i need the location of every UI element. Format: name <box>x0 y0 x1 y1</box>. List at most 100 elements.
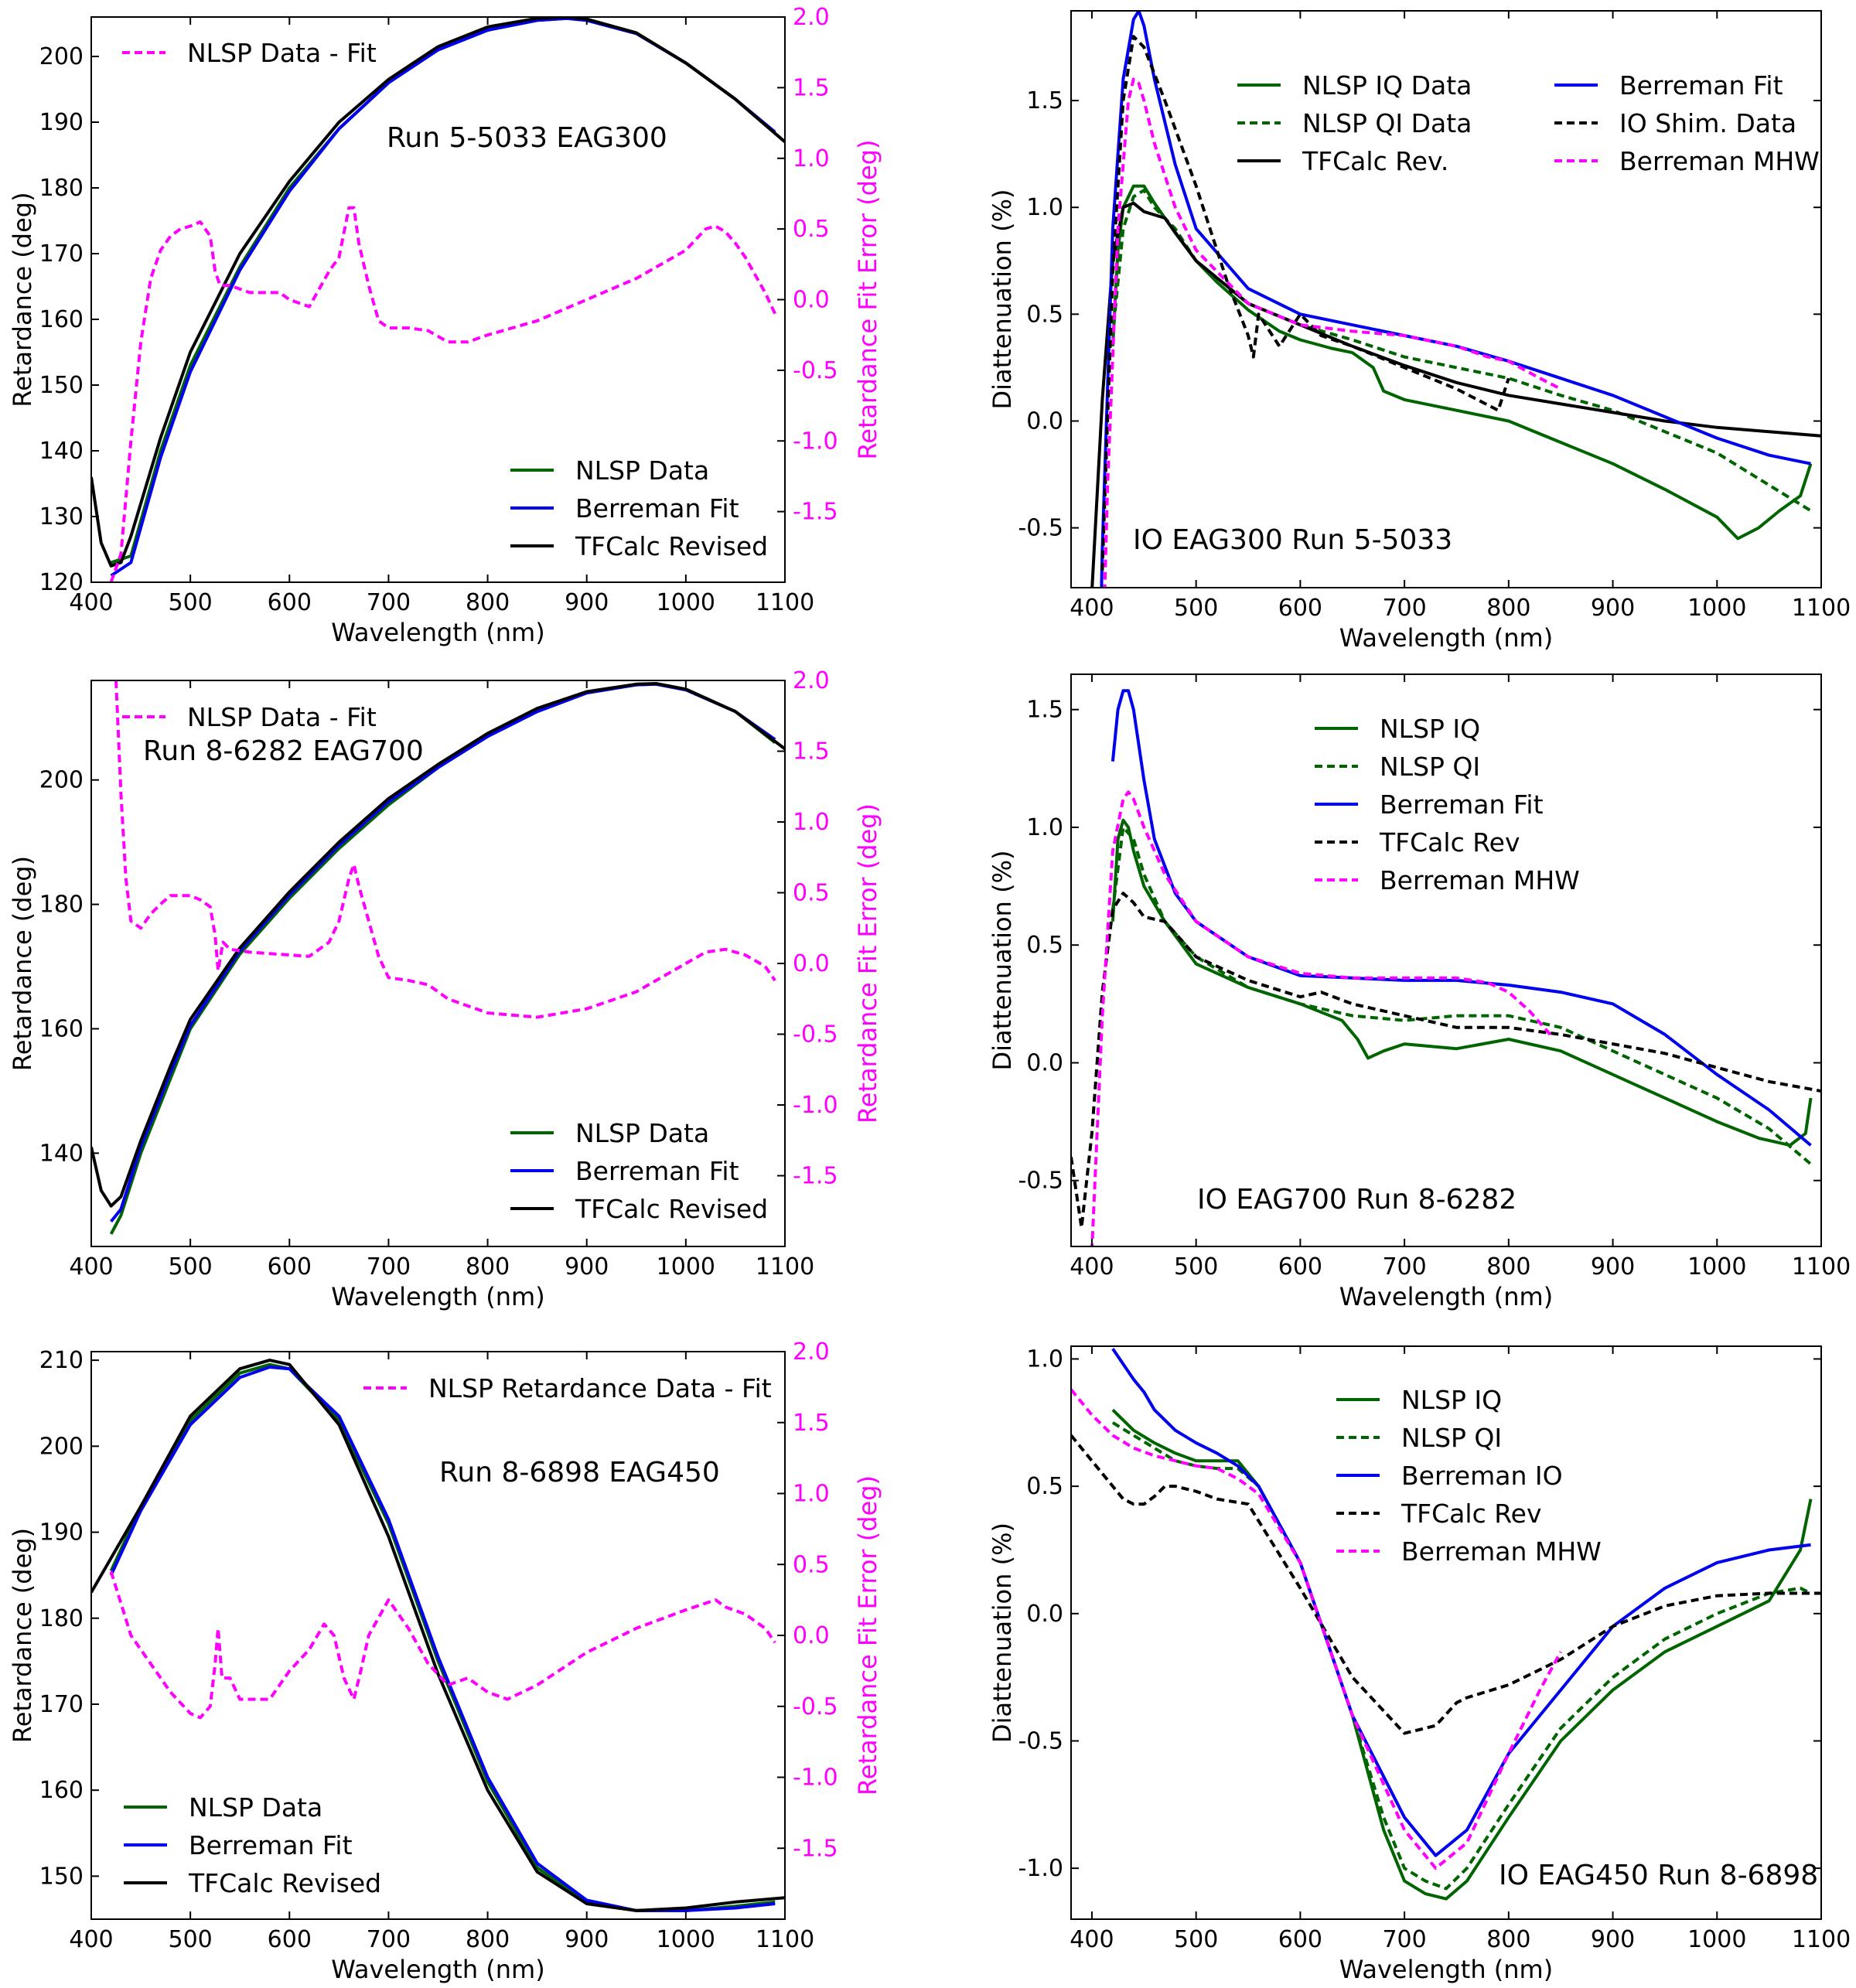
y2-tick-label: 1.5 <box>793 1410 830 1437</box>
series-line-berreman-mhw <box>1071 1388 1562 1870</box>
y-tick-label: -0.5 <box>1018 515 1063 542</box>
series-line-nlsp-qi <box>1111 1421 1812 1891</box>
series-group <box>91 680 785 1235</box>
panel-annotation: IO EAG700 Run 8-6282 <box>1197 1184 1517 1216</box>
x-tick-label: 700 <box>367 1253 411 1280</box>
legend-label: NLSP Data - Fit <box>187 702 377 732</box>
y2-tick-label: 0.5 <box>793 880 830 907</box>
y-axis-label: Diattenuation (%) <box>988 851 1017 1071</box>
legend-main: NLSP Data Berreman Fit TFCalc Revised <box>124 1792 381 1898</box>
legend-label: NLSP Data <box>575 1118 709 1148</box>
x-tick-label: 500 <box>169 1926 213 1953</box>
panels: 400 500 600 700 800 900 1000 1100 120 130 140 150 16… <box>8 4 1851 1984</box>
y-tick-label: 160 <box>39 1015 84 1042</box>
legend-label: Berreman MHW <box>1401 1536 1602 1567</box>
series-line-berreman-mhw <box>1090 790 1552 1246</box>
chart-panel-3: 400 500 600 700 800 900 1000 1100 140 160 180 200 -1… <box>8 667 882 1311</box>
x-tick-label: 500 <box>1174 595 1218 622</box>
chart-panel-1: 400 500 600 700 800 900 1000 1100 120 130 140 150 16… <box>8 4 882 647</box>
y-tick-label: 170 <box>39 1691 84 1718</box>
y2-tick-label: -1.0 <box>793 1092 838 1119</box>
x-tick-label: 900 <box>565 589 609 616</box>
y-tick-label: 200 <box>39 43 84 70</box>
y2-tick-label: 1.0 <box>793 1481 830 1508</box>
legend-label: NLSP QI Data <box>1302 108 1472 138</box>
x-tick-label: 500 <box>169 1253 213 1280</box>
y-tick-label: 180 <box>39 892 84 919</box>
y-tick-label: 1.0 <box>1026 1345 1063 1373</box>
x-tick-label: 1000 <box>1687 1253 1746 1280</box>
x-tick-label: 400 <box>1070 1253 1114 1280</box>
legend-label: NLSP IQ Data <box>1302 70 1472 101</box>
y-tick-label: 1.0 <box>1026 194 1063 221</box>
chart-panel-5: 400 500 600 700 800 900 1000 1100 150 160 170 180 19… <box>8 1338 882 1984</box>
x-tick-label: 900 <box>565 1253 609 1280</box>
y-tick-label: 190 <box>39 1519 84 1546</box>
legend-label: IO Shim. Data <box>1619 108 1796 138</box>
x-tick-label: 700 <box>367 589 411 616</box>
x-tick-label: 700 <box>1382 595 1426 622</box>
x-tick-label: 700 <box>1382 1253 1426 1280</box>
panel-annotation: IO EAG450 Run 8-6898 <box>1499 1860 1818 1891</box>
y-tick-label: -0.5 <box>1018 1168 1063 1195</box>
legend-label: NLSP Data <box>189 1792 322 1823</box>
y2-tick-label: -0.5 <box>793 1693 838 1720</box>
legend-main: NLSP Data Berreman Fit TFCalc Revised <box>510 1118 768 1224</box>
y2-tick-label: 0.0 <box>793 950 830 977</box>
x-tick-label: 500 <box>169 589 213 616</box>
series-line-io-shim-data <box>1100 35 1510 571</box>
series-group <box>1071 689 1821 1246</box>
y-tick-label: 180 <box>39 175 84 202</box>
legend-label: NLSP Retardance Data - Fit <box>428 1373 772 1403</box>
y2-axis-label: Retardance Fit Error (deg) <box>853 1475 882 1795</box>
x-tick-label: 400 <box>69 1926 113 1953</box>
legend-label: TFCalc Revised <box>575 531 768 561</box>
legend-label: NLSP IQ <box>1380 714 1480 744</box>
x-axis-label: Wavelength (nm) <box>331 1282 544 1311</box>
legend-label: Berreman Fit <box>1380 789 1544 820</box>
series-line-tfcalc-revised <box>91 682 785 1208</box>
panel-annotation: IO EAG300 Run 5-5033 <box>1133 524 1452 556</box>
y2-tick-label: 2.0 <box>793 1338 830 1366</box>
y2-tick-label: 1.5 <box>793 738 830 766</box>
legend-main: NLSP IQ NLSP QI Berreman Fit TFCalc Rev Berr… <box>1315 714 1580 895</box>
series-line-nlsp-data-fit <box>109 206 777 582</box>
y-tick-label: 1.5 <box>1026 87 1063 114</box>
y2-tick-label: 2.0 <box>793 667 830 694</box>
y-tick-label: 0.5 <box>1026 1473 1063 1500</box>
panel-annotation: Run 8-6898 EAG450 <box>439 1457 720 1488</box>
series-group <box>1071 1348 1821 1901</box>
legend-label: Berreman MHW <box>1380 865 1580 895</box>
legend-secondary: NLSP Data - Fit <box>122 38 377 68</box>
panel-annotation: Run 8-6282 EAG700 <box>143 735 424 767</box>
legend-label: NLSP Data - Fit <box>187 38 377 68</box>
y-tick-label: 120 <box>39 569 84 596</box>
x-tick-label: 900 <box>1591 595 1635 622</box>
series-line-nlsp-qi <box>1111 825 1812 1165</box>
x-tick-label: 700 <box>367 1926 411 1953</box>
y-tick-label: 1.0 <box>1026 814 1063 841</box>
chart-panel-6: 400 500 600 700 800 900 1000 1100 -1.0 -0.5 0.0 0.5… <box>988 1345 1851 1984</box>
legend-label: Berreman IO <box>1401 1461 1563 1491</box>
x-tick-label: 1000 <box>657 1926 715 1953</box>
legend-label: NLSP IQ <box>1401 1385 1502 1415</box>
y-axis-label: Retardance (deg) <box>8 1528 37 1743</box>
x-axis-label: Wavelength (nm) <box>331 618 544 647</box>
y2-tick-label: 1.0 <box>793 145 830 172</box>
legend-main: NLSP IQ Data NLSP QI Data TFCalc Rev. Berre… <box>1237 70 1820 176</box>
x-tick-label: 1000 <box>1687 595 1746 622</box>
y2-tick-label: -1.5 <box>793 1835 838 1862</box>
legend-label: TFCalc Rev <box>1401 1499 1541 1529</box>
y-tick-label: 1.5 <box>1026 697 1063 724</box>
y2-tick-label: 1.0 <box>793 809 830 836</box>
series-line-nlsp-iq-data <box>1111 184 1813 540</box>
legend-label: NLSP Data <box>575 455 709 486</box>
series-line-nlsp-iq <box>1111 1408 1813 1901</box>
y-axis-label: Diattenuation (%) <box>988 1523 1017 1743</box>
x-tick-label: 900 <box>565 1926 609 1953</box>
x-tick-label: 400 <box>1070 1926 1114 1953</box>
legend-label: Berreman Fit <box>189 1830 353 1860</box>
legend-label: NLSP QI <box>1401 1423 1502 1453</box>
legend-label: TFCalc Rev. <box>1302 146 1448 176</box>
y2-tick-label: 0.5 <box>793 1551 830 1578</box>
